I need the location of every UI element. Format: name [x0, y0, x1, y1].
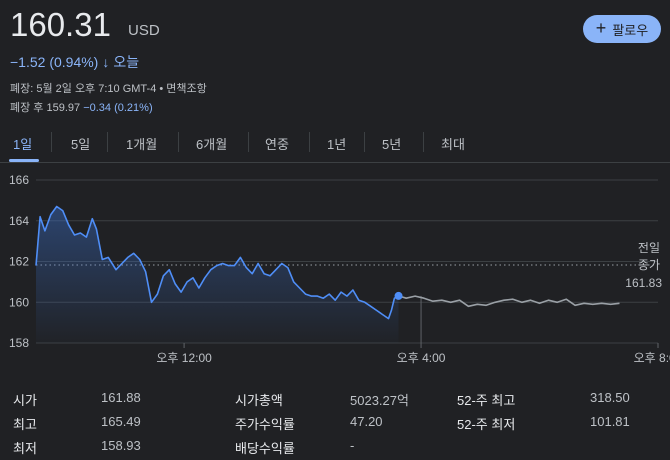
- y-tick-label: 158: [9, 336, 29, 350]
- current-price: 160.31: [10, 6, 111, 43]
- tab-separator: [248, 132, 249, 152]
- previous-close-value: 161.83: [625, 276, 662, 290]
- stat-value: 47.20: [350, 414, 383, 429]
- follow-button[interactable]: + 팔로우: [583, 15, 661, 43]
- previous-close-label: 전일: [638, 241, 660, 255]
- y-tick-label: 162: [9, 255, 29, 269]
- tab-1d[interactable]: 1일: [13, 137, 33, 152]
- tab-separator: [107, 132, 108, 152]
- tab-separator: [423, 132, 424, 152]
- stat-value: 318.50: [590, 390, 630, 405]
- active-tab-indicator: [9, 159, 39, 162]
- change-value: −1.52 (0.94%): [10, 54, 99, 70]
- close-info: 폐장: 5월 2일 오후 7:10 GMT-4 • 면책조항: [10, 83, 207, 95]
- stat-pe-ratio: 주가수익률 47.20: [235, 414, 383, 433]
- tab-5y[interactable]: 5년: [382, 137, 402, 152]
- previous-close-label: 종가: [638, 258, 660, 272]
- tab-1y[interactable]: 1년: [327, 137, 347, 152]
- close-point: [394, 291, 403, 300]
- y-tick-label: 164: [9, 214, 29, 228]
- tab-6m[interactable]: 6개월: [196, 137, 228, 152]
- stat-label: 주가수익률: [235, 417, 295, 432]
- tab-separator: [178, 132, 179, 152]
- range-tabs: 1일 5일 1개월 6개월 연중 1년 5년 최대: [0, 130, 670, 162]
- x-tick-label: 오후 8:00: [634, 351, 670, 365]
- y-tick-label: 166: [9, 173, 29, 187]
- stat-high: 최고 165.49: [13, 414, 141, 433]
- stat-value: 165.49: [101, 414, 141, 429]
- after-hours-label: 폐장 후: [10, 102, 44, 114]
- stat-value: 5023.27억: [350, 393, 409, 408]
- key-stats: 시가 161.88 최고 165.49 최저 158.93 시가총액 5023.…: [0, 382, 670, 460]
- tab-separator: [309, 132, 310, 152]
- price-area-fill: [36, 206, 399, 343]
- plus-icon: +: [595, 18, 607, 38]
- after-hours-info: 폐장 후 159.97 −0.34 (0.21%): [10, 99, 153, 115]
- regular-session-line: [35, 205, 399, 320]
- stat-low: 최저 158.93: [13, 438, 141, 457]
- after-hours-change: −0.34 (0.21%): [83, 102, 153, 114]
- x-tick-label: 오후 4:00: [397, 351, 446, 365]
- stat-value: 158.93: [101, 438, 141, 453]
- arrow-down-icon: ↓: [102, 54, 110, 70]
- stat-label: 52-주 최고: [457, 393, 516, 408]
- tab-separator: [364, 132, 365, 152]
- stat-label: 52-주 최저: [457, 417, 516, 432]
- currency-label: USD: [128, 22, 160, 39]
- follow-button-label: 팔로우: [612, 22, 649, 38]
- stat-value: 101.81: [590, 414, 630, 429]
- tab-ytd[interactable]: 연중: [265, 137, 289, 152]
- stat-market-cap: 시가총액 5023.27억: [235, 390, 409, 409]
- stat-52w-high: 52-주 최고 318.50: [457, 390, 630, 409]
- stat-52w-low: 52-주 최저 101.81: [457, 414, 630, 433]
- price-change: −1.52 (0.94%) ↓ 오늘: [10, 52, 139, 72]
- tabs-divider: [0, 162, 670, 163]
- stat-value: -: [350, 438, 355, 453]
- price-chart[interactable]: 166 164 162 160 158 오후 12:00 오후 4:00 오후 8:00 전일종…: [0, 165, 670, 370]
- tab-separator: [51, 132, 52, 152]
- after-hours-price: 159.97: [46, 102, 81, 114]
- stat-label: 최고: [13, 417, 37, 432]
- change-period: 오늘: [113, 54, 140, 70]
- stat-value: 161.88: [101, 390, 141, 405]
- stat-label: 최저: [13, 441, 37, 456]
- stat-label: 시가: [13, 393, 37, 408]
- tab-5d[interactable]: 5일: [71, 137, 91, 152]
- x-tick-label: 오후 12:00: [156, 351, 212, 365]
- stat-label: 배당수익률: [235, 441, 295, 456]
- tab-max[interactable]: 최대: [441, 137, 465, 152]
- tab-1m[interactable]: 1개월: [126, 137, 158, 152]
- stat-label: 시가총액: [235, 393, 283, 408]
- y-tick-label: 160: [9, 295, 29, 309]
- stat-open: 시가 161.88: [13, 390, 141, 409]
- stat-dividend-yield: 배당수익률 -: [235, 438, 354, 457]
- after-hours-line: [398, 295, 620, 308]
